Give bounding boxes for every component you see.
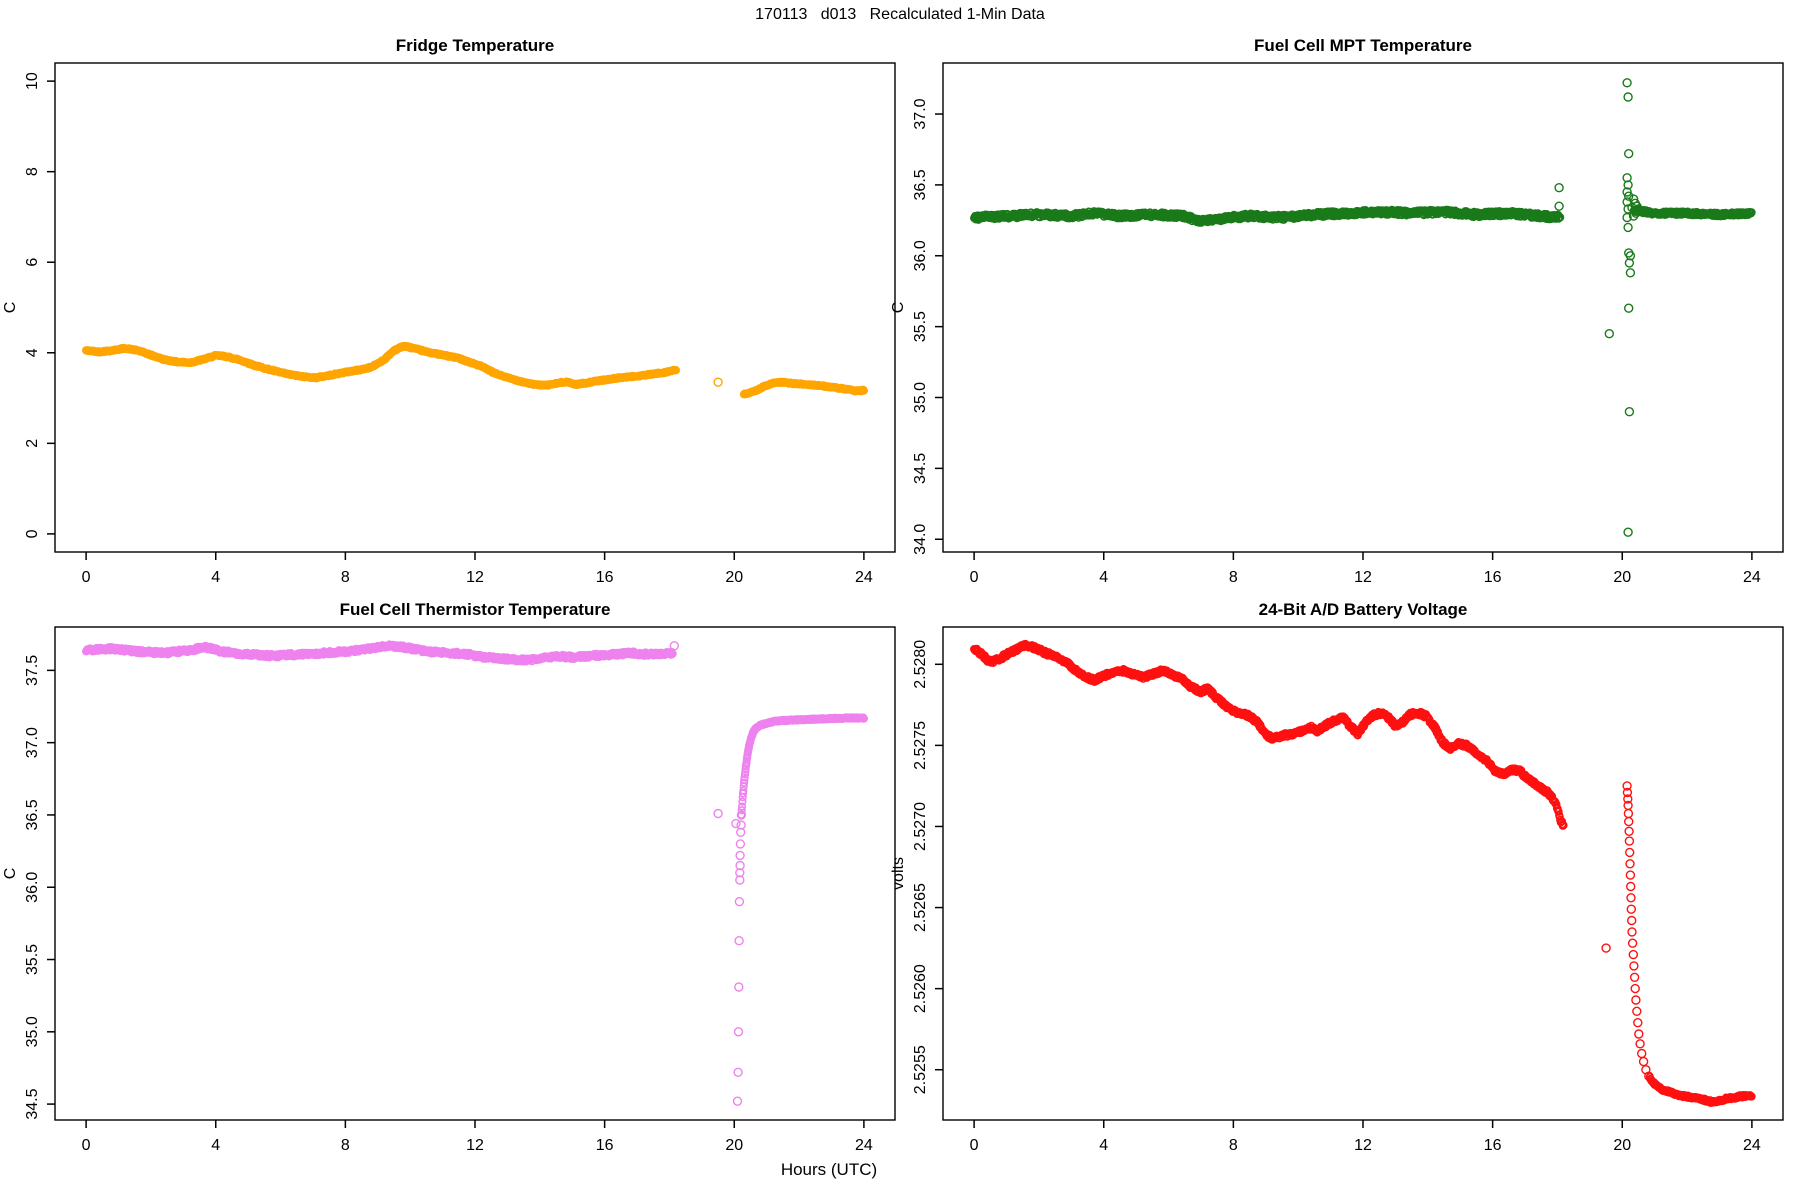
series-thermistor-temp-main	[81, 640, 677, 666]
panel-title-fridge: Fridge Temperature	[396, 36, 554, 55]
y-tick-label: 10	[24, 72, 41, 90]
y-tick-label: 37.0	[24, 727, 41, 758]
x-axis-label: Hours (UTC)	[780, 1160, 878, 1179]
x-tick-label: 16	[596, 569, 614, 586]
series-battery-volts-isolated	[1601, 943, 1611, 953]
series-fridge-temp-main	[81, 341, 681, 390]
y-tick-label: 35.5	[24, 944, 41, 975]
y-axis-title-fridge: C	[2, 302, 19, 314]
main-title: 170113 d013 Recalculated 1-Min Data	[755, 6, 1045, 23]
y-axis-title-thermistor: C	[2, 868, 19, 880]
x-tick-label: 16	[596, 1137, 614, 1154]
panel-title-mpt: Fuel Cell MPT Temperature	[1254, 36, 1472, 55]
x-tick-label: 24	[855, 569, 873, 586]
y-tick-label: 37.0	[912, 98, 929, 129]
x-tick-label: 20	[1613, 569, 1631, 586]
x-tick-label: 8	[341, 569, 350, 586]
x-tick-label: 8	[1229, 1137, 1238, 1154]
y-tick-label: 35.5	[912, 311, 929, 342]
panel-thermistor: Fuel Cell Thermistor Temperature C 0 4 8 12 16…	[2, 600, 896, 1154]
x-tick-label: 8	[1229, 569, 1238, 586]
y-tick-label: 0	[24, 529, 41, 538]
x-tick-label: 16	[1484, 1137, 1502, 1154]
series-mpt-temp-outliers	[1089, 78, 1644, 537]
y-tick-label: 8	[24, 167, 41, 176]
y-tick-label: 6	[24, 258, 41, 267]
y-tick-label: 36.0	[24, 872, 41, 903]
x-tick-label: 4	[211, 1137, 220, 1154]
x-tick-label: 0	[82, 569, 91, 586]
y-tick-label: 2.5275	[912, 721, 929, 770]
series-battery-volts-tail	[1645, 1072, 1756, 1107]
x-tick-label: 0	[970, 569, 979, 586]
y-tick-label: 34.0	[912, 524, 929, 555]
x-tick-label: 16	[1484, 569, 1502, 586]
y-tick-label: 2.5255	[912, 1045, 929, 1094]
series-fridge-temp-isolated	[713, 377, 723, 387]
x-tick-label: 4	[211, 569, 220, 586]
x-tick-label: 20	[725, 569, 743, 586]
y-tick-label: 34.5	[24, 1088, 41, 1119]
y-tick-label: 35.0	[912, 382, 929, 413]
x-tick-label: 0	[82, 1137, 91, 1154]
y-axis-title-mpt: C	[890, 302, 907, 314]
series-battery-volts-drop	[1622, 781, 1654, 1081]
x-tick-label: 24	[1743, 1137, 1761, 1154]
x-tick-label: 12	[466, 569, 484, 586]
y-tick-label: 2.5260	[912, 964, 929, 1013]
x-tick-label: 8	[341, 1137, 350, 1154]
y-tick-label: 34.5	[912, 453, 929, 484]
panel-title-thermistor: Fuel Cell Thermistor Temperature	[340, 600, 611, 619]
series-thermistor-temp-isolated	[669, 641, 747, 1106]
series-fridge-temp-late	[739, 377, 869, 399]
panel-title-battery: 24-Bit A/D Battery Voltage	[1259, 600, 1468, 619]
x-tick-label: 4	[1099, 1137, 1108, 1154]
x-tick-label: 20	[725, 1137, 743, 1154]
series-thermistor-temp-recovery	[737, 713, 869, 820]
panel-mpt: Fuel Cell MPT Temperature C 0 4 8 12 16 20 24 34.…	[890, 36, 1784, 586]
y-tick-label: 36.5	[912, 169, 929, 200]
x-tick-label: 12	[466, 1137, 484, 1154]
y-tick-label: 2.5270	[912, 802, 929, 851]
x-tick-label: 24	[855, 1137, 873, 1154]
series-mpt-temp-main	[969, 205, 1565, 227]
x-tick-label: 12	[1354, 1137, 1372, 1154]
y-tick-label: 2.5280	[912, 640, 929, 689]
y-tick-label: 36.5	[24, 799, 41, 830]
series-mpt-temp-late	[1631, 205, 1756, 221]
y-tick-label: 2	[24, 439, 41, 448]
x-tick-label: 4	[1099, 569, 1108, 586]
y-tick-label: 4	[24, 348, 41, 357]
x-tick-label: 24	[1743, 569, 1761, 586]
plot-box-fridge	[54, 62, 896, 553]
y-axis-title-battery: volts	[890, 857, 907, 890]
x-tick-label: 20	[1613, 1137, 1631, 1154]
series-battery-volts-main	[969, 639, 1568, 830]
plot-box-thermistor	[54, 626, 896, 1121]
y-tick-label: 2.5265	[912, 883, 929, 932]
y-tick-label: 35.0	[24, 1016, 41, 1047]
x-tick-label: 12	[1354, 569, 1372, 586]
plot-box-battery	[942, 626, 1784, 1121]
y-tick-label: 37.5	[24, 655, 41, 686]
plot-box-mpt	[942, 62, 1784, 553]
y-tick-label: 36.0	[912, 240, 929, 271]
panel-battery: 24-Bit A/D Battery Voltage volts 0 4 8 12 16 20…	[890, 600, 1784, 1154]
x-tick-label: 0	[970, 1137, 979, 1154]
